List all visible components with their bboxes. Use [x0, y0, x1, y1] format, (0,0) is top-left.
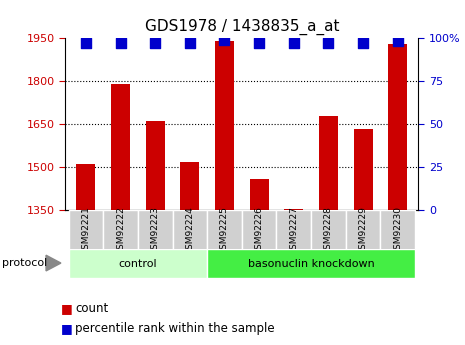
Polygon shape	[46, 255, 61, 271]
Text: GSM92230: GSM92230	[393, 206, 402, 255]
Text: count: count	[75, 302, 109, 315]
Point	[221, 37, 228, 42]
Text: GSM92227: GSM92227	[289, 206, 298, 255]
Bar	[242, 210, 277, 250]
Point	[82, 40, 90, 46]
Text: ■: ■	[60, 322, 72, 335]
Bar	[207, 249, 415, 278]
Bar	[284, 209, 303, 210]
Text: GSM92225: GSM92225	[220, 206, 229, 255]
Bar	[215, 41, 234, 210]
Bar	[319, 116, 338, 210]
Bar	[138, 210, 173, 250]
Text: basonuclin knockdown: basonuclin knockdown	[248, 259, 374, 268]
Text: percentile rank within the sample: percentile rank within the sample	[75, 322, 275, 335]
Bar	[76, 165, 95, 210]
Text: ■: ■	[60, 302, 72, 315]
Text: GSM92223: GSM92223	[151, 206, 159, 255]
Bar	[250, 179, 269, 210]
Text: GSM92226: GSM92226	[255, 206, 264, 255]
Point	[359, 40, 367, 46]
Bar	[180, 161, 199, 210]
Point	[290, 40, 298, 46]
Text: GSM92228: GSM92228	[324, 206, 333, 255]
Bar	[207, 210, 242, 250]
Bar	[68, 210, 103, 250]
Bar	[146, 121, 165, 210]
Text: control: control	[119, 259, 157, 268]
Bar	[68, 249, 207, 278]
Bar	[311, 210, 346, 250]
Bar	[380, 210, 415, 250]
Bar	[277, 210, 311, 250]
Bar	[173, 210, 207, 250]
Text: GSM92221: GSM92221	[81, 206, 90, 255]
Point	[186, 40, 193, 46]
Point	[152, 40, 159, 46]
Text: GSM92224: GSM92224	[186, 206, 194, 255]
Point	[325, 40, 332, 46]
Point	[255, 40, 263, 46]
Text: protocol: protocol	[2, 258, 47, 268]
Bar	[353, 128, 372, 210]
Bar	[346, 210, 380, 250]
Text: GSM92222: GSM92222	[116, 206, 125, 255]
Point	[394, 39, 401, 44]
Bar	[111, 84, 130, 210]
Text: GSM92229: GSM92229	[359, 206, 367, 255]
Point	[117, 40, 124, 46]
Bar	[103, 210, 138, 250]
Bar	[388, 44, 407, 210]
Title: GDS1978 / 1438835_a_at: GDS1978 / 1438835_a_at	[145, 19, 339, 35]
